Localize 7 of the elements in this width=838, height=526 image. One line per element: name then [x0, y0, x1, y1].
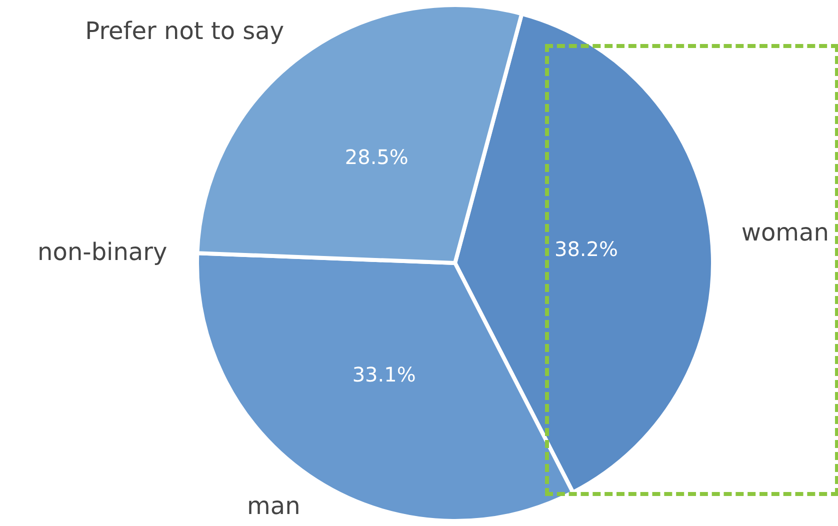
- slice-label: Prefer not to say: [85, 17, 284, 46]
- slice-label: woman: [741, 218, 829, 246]
- data-label: 38.2%: [554, 236, 618, 261]
- category-label: non-binary: [38, 238, 168, 266]
- data-label: 28.5%: [344, 144, 408, 169]
- slice-label: man: [246, 492, 300, 520]
- data-label: 33.1%: [352, 362, 416, 386]
